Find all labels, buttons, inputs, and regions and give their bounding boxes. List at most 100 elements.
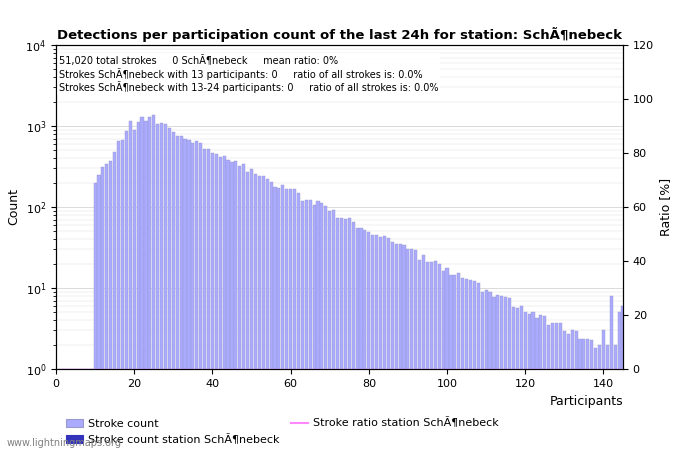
Bar <box>379 237 382 450</box>
Bar <box>371 235 374 450</box>
Bar <box>594 347 597 450</box>
Bar <box>477 284 480 450</box>
Bar <box>277 189 281 450</box>
Bar <box>473 281 476 450</box>
Bar <box>188 140 190 450</box>
Bar <box>516 307 519 450</box>
Bar <box>418 260 421 450</box>
Bar <box>590 340 594 450</box>
Bar <box>136 122 140 450</box>
Bar <box>449 275 452 450</box>
Bar <box>97 175 101 450</box>
Bar <box>289 189 292 450</box>
Bar <box>183 139 187 450</box>
Bar <box>489 292 491 450</box>
Bar <box>551 323 554 450</box>
Bar <box>368 232 370 450</box>
Bar <box>78 369 81 450</box>
Bar <box>578 339 582 450</box>
Bar <box>141 117 144 450</box>
Bar <box>375 235 378 450</box>
Y-axis label: Count: Count <box>7 189 20 225</box>
Bar <box>422 255 425 450</box>
Bar <box>105 164 108 450</box>
Bar <box>461 278 464 450</box>
Bar <box>195 141 198 450</box>
Bar <box>387 238 390 450</box>
Bar <box>230 162 234 450</box>
Bar <box>469 279 472 450</box>
Bar <box>617 312 621 450</box>
Bar <box>407 248 410 450</box>
Bar <box>74 369 77 450</box>
Bar <box>414 250 417 450</box>
Bar <box>262 176 265 450</box>
Bar <box>246 172 249 450</box>
Bar <box>191 143 195 450</box>
Title: Detections per participation count of the last 24h for station: SchÃ¶nebeck: Detections per participation count of th… <box>57 27 622 42</box>
Text: www.lightningmaps.org: www.lightningmaps.org <box>7 438 122 448</box>
Bar <box>203 149 206 450</box>
Bar <box>539 315 542 450</box>
Bar <box>500 297 503 450</box>
Bar <box>426 262 429 450</box>
Text: Participants: Participants <box>550 395 623 408</box>
Bar <box>622 306 624 450</box>
Bar <box>211 153 214 450</box>
Bar <box>148 117 151 450</box>
Bar <box>520 306 523 450</box>
Bar <box>129 121 132 450</box>
Bar <box>504 297 508 450</box>
Bar <box>336 218 339 450</box>
Bar <box>610 296 612 450</box>
Bar <box>586 339 589 450</box>
Bar <box>442 271 444 450</box>
Bar <box>94 183 97 450</box>
Bar <box>434 261 437 450</box>
Bar <box>176 136 178 450</box>
Bar <box>66 369 69 450</box>
Bar <box>270 182 272 450</box>
Bar <box>274 187 276 450</box>
Bar <box>383 236 386 450</box>
Bar <box>395 244 398 450</box>
Bar <box>70 369 74 450</box>
Bar <box>132 130 136 450</box>
Bar <box>281 185 284 450</box>
Bar <box>484 290 488 450</box>
Bar <box>223 156 225 450</box>
Bar <box>328 211 331 450</box>
Bar <box>160 123 163 450</box>
Bar <box>481 292 484 450</box>
Bar <box>144 121 148 450</box>
Bar <box>168 128 171 450</box>
Bar <box>58 369 62 450</box>
Bar <box>410 249 414 450</box>
Bar <box>113 152 116 450</box>
Bar <box>508 298 511 450</box>
Bar <box>312 205 316 450</box>
Bar <box>321 203 323 450</box>
Bar <box>242 164 245 450</box>
Bar <box>90 369 93 450</box>
Bar <box>199 143 202 450</box>
Bar <box>164 124 167 450</box>
Bar <box>563 331 566 450</box>
Bar <box>570 330 574 450</box>
Bar <box>316 201 320 450</box>
Bar <box>304 200 308 450</box>
Bar <box>254 174 257 450</box>
Bar <box>156 123 159 450</box>
Bar <box>258 176 261 450</box>
Bar <box>391 242 394 450</box>
Bar <box>293 189 296 450</box>
Bar <box>356 228 358 450</box>
Bar <box>215 153 218 450</box>
Bar <box>567 334 570 450</box>
Bar <box>109 161 112 450</box>
Bar <box>402 245 405 450</box>
Bar <box>359 228 363 450</box>
Bar <box>582 339 585 450</box>
Bar <box>398 244 402 450</box>
Bar <box>207 148 210 450</box>
